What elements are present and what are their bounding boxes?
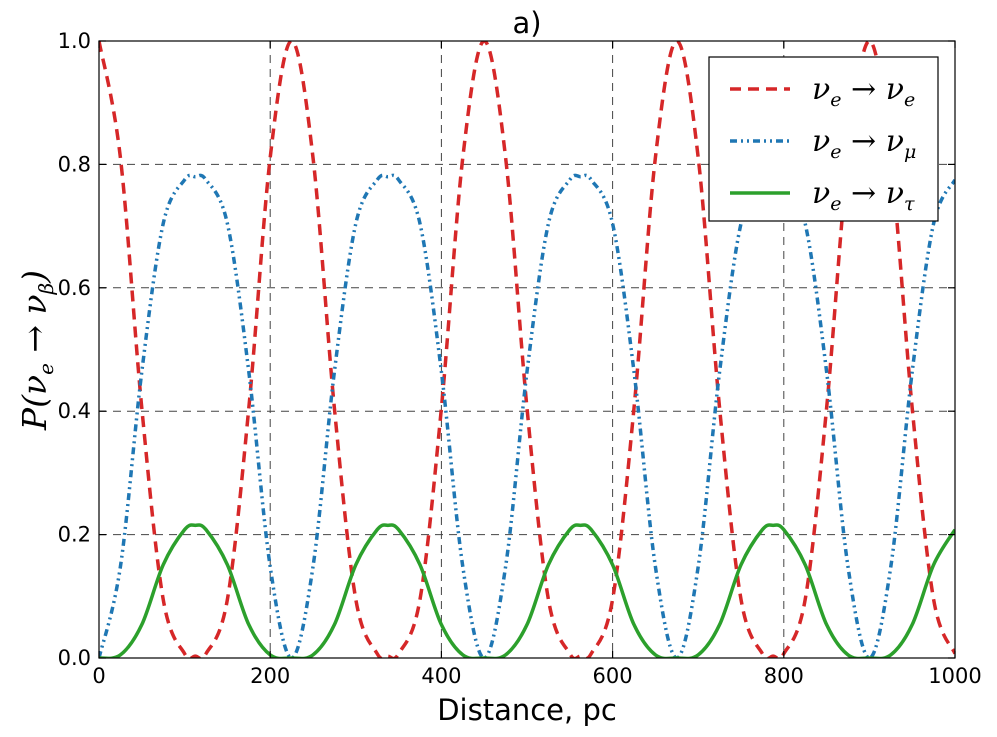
ticks: 0 200 400 600 800 1000 0.0 0.2 0.4 0.6 0.8 1.0 <box>58 29 982 688</box>
y-tick-label: 0.0 <box>58 646 91 670</box>
legend-label-ee: νe → νe <box>812 72 915 111</box>
x-tick-label: 1000 <box>928 664 981 688</box>
y-tick-label: 0.6 <box>58 276 91 300</box>
legend-label-emu: νe → νμ <box>812 124 916 163</box>
y-tick-label: 1.0 <box>58 29 91 53</box>
x-axis-title: Distance, pc <box>437 693 617 727</box>
series-lines <box>99 41 955 658</box>
y-tick-label: 0.2 <box>58 523 91 547</box>
legend: νe → νe νe → νμ νe → ντ <box>708 56 939 222</box>
y-axis-title: P(νe → νβ) <box>15 270 58 431</box>
x-tick-label: 400 <box>421 664 461 688</box>
x-tick-label: 200 <box>250 664 290 688</box>
legend-label-etau: νe → ντ <box>812 176 915 215</box>
chart-title: a) <box>512 6 541 40</box>
x-tick-label: 600 <box>593 664 633 688</box>
x-tick-label: 0 <box>92 664 105 688</box>
series-etau-line <box>99 523 955 658</box>
plot-frame <box>98 40 956 659</box>
y-tick-label: 0.4 <box>58 399 91 423</box>
x-tick-label: 800 <box>764 664 804 688</box>
series-ee-line <box>99 41 955 658</box>
y-tick-label: 0.8 <box>58 152 91 176</box>
series-emu-line <box>99 173 955 658</box>
